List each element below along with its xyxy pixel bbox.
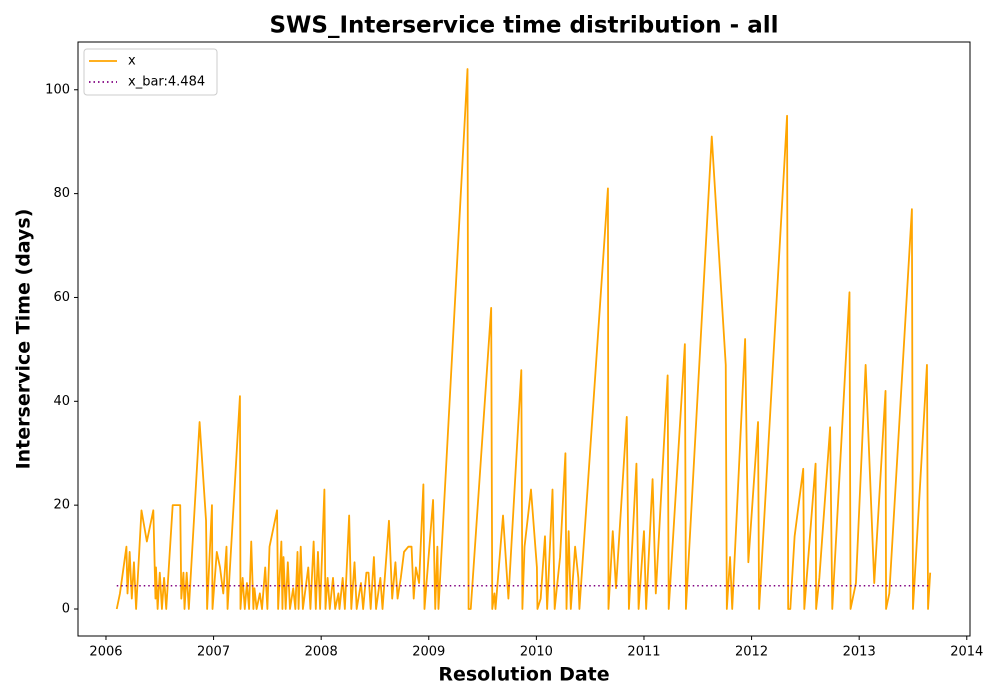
x-tick-label: 2008 — [305, 645, 338, 660]
x-tick-label: 2013 — [843, 645, 876, 660]
x-tick-label: 2014 — [950, 645, 983, 660]
y-tick-label: 0 — [62, 602, 70, 617]
x-tick-label: 2011 — [627, 645, 660, 660]
legend-label: x — [128, 54, 136, 69]
plot-frame — [77, 41, 971, 637]
x-tick-label: 2007 — [197, 645, 230, 660]
y-tick-label: 60 — [53, 290, 70, 305]
y-tick-label: 80 — [53, 186, 70, 201]
y-axis-label: Interservice Time (days) — [13, 209, 35, 470]
x-tick-label: 2009 — [412, 645, 445, 660]
y-tick-label: 40 — [53, 394, 70, 409]
series-line — [115, 68, 932, 610]
x-tick-label: 2012 — [735, 645, 768, 660]
y-tick-label: 20 — [53, 498, 70, 513]
legend-label: x_bar:4.484 — [128, 75, 205, 90]
x-axis-label: Resolution Date — [438, 664, 609, 686]
legend: x x_bar:4.484 — [83, 48, 218, 96]
legend-box — [83, 48, 218, 96]
x-tick-label: 2010 — [520, 645, 553, 660]
chart-title: SWS_Interservice time distribution - all — [269, 13, 778, 39]
y-tick-label: 100 — [45, 82, 70, 97]
x-tick-label: 2006 — [89, 645, 122, 660]
